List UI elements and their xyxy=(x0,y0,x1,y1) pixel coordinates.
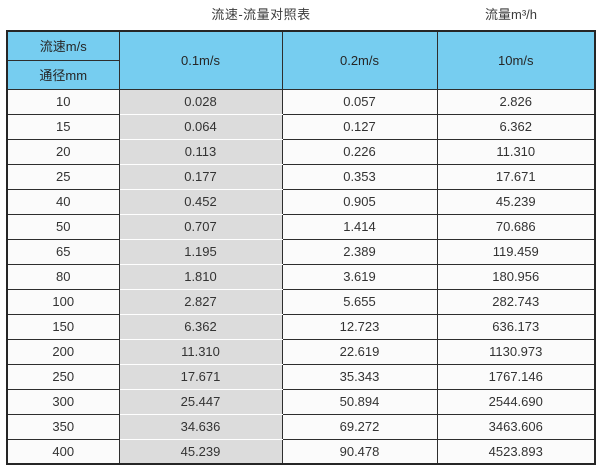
table-row: 65 1.195 2.389 119.459 xyxy=(6,238,596,265)
table-header: 流速m/s 0.1m/s 0.2m/s 10m/s 通径mm xyxy=(6,30,596,90)
table-body: 10 0.028 0.057 2.826 15 0.064 0.127 6.362 20 0.11… xyxy=(6,88,596,465)
value-cell: 0.057 xyxy=(281,88,438,115)
table-row: 10 0.028 0.057 2.826 xyxy=(6,88,596,115)
diameter-cell: 10 xyxy=(6,88,120,115)
value-cell: 0.113 xyxy=(118,138,283,165)
value-cell: 6.362 xyxy=(436,113,596,140)
value-cell: 0.353 xyxy=(281,163,438,190)
value-cell: 1.414 xyxy=(281,213,438,240)
diameter-cell: 20 xyxy=(6,138,120,165)
value-cell: 0.177 xyxy=(118,163,283,190)
value-cell: 0.452 xyxy=(118,188,283,215)
corner-cell-diameter: 通径mm xyxy=(6,59,120,90)
value-cell: 17.671 xyxy=(436,163,596,190)
table-row: 15 0.064 0.127 6.362 xyxy=(6,113,596,140)
value-cell: 11.310 xyxy=(436,138,596,165)
diameter-cell: 50 xyxy=(6,213,120,240)
corner-cell-velocity: 流速m/s xyxy=(6,30,120,61)
table-row: 400 45.239 90.478 4523.893 xyxy=(6,438,596,465)
value-cell: 25.447 xyxy=(118,388,283,415)
value-cell: 0.064 xyxy=(118,113,283,140)
table-row: 300 25.447 50.894 2544.690 xyxy=(6,388,596,415)
diameter-cell: 400 xyxy=(6,438,120,465)
table-row: 25 0.177 0.353 17.671 xyxy=(6,163,596,190)
value-cell: 1.195 xyxy=(118,238,283,265)
table-row: 20 0.113 0.226 11.310 xyxy=(6,138,596,165)
value-cell: 1130.973 xyxy=(436,338,596,365)
value-cell: 180.956 xyxy=(436,263,596,290)
value-cell: 2.826 xyxy=(436,88,596,115)
value-cell: 282.743 xyxy=(436,288,596,315)
value-cell: 6.362 xyxy=(118,313,283,340)
value-cell: 17.671 xyxy=(118,363,283,390)
table-row: 250 17.671 35.343 1767.146 xyxy=(6,363,596,390)
diameter-cell: 250 xyxy=(6,363,120,390)
table-row: 100 2.827 5.655 282.743 xyxy=(6,288,596,315)
value-cell: 35.343 xyxy=(281,363,438,390)
value-cell: 0.905 xyxy=(281,188,438,215)
value-cell: 4523.893 xyxy=(436,438,596,465)
value-cell: 5.655 xyxy=(281,288,438,315)
table-row: 80 1.810 3.619 180.956 xyxy=(6,263,596,290)
table-row: 50 0.707 1.414 70.686 xyxy=(6,213,596,240)
value-cell: 22.619 xyxy=(281,338,438,365)
table-row: 350 34.636 69.272 3463.606 xyxy=(6,413,596,440)
value-cell: 90.478 xyxy=(281,438,438,465)
diameter-cell: 40 xyxy=(6,188,120,215)
page-title: 流速-流量对照表 xyxy=(211,7,311,22)
value-cell: 2.827 xyxy=(118,288,283,315)
value-cell: 50.894 xyxy=(281,388,438,415)
value-cell: 69.272 xyxy=(281,413,438,440)
diameter-cell: 25 xyxy=(6,163,120,190)
table-row: 200 11.310 22.619 1130.973 xyxy=(6,338,596,365)
value-cell: 636.173 xyxy=(436,313,596,340)
value-cell: 0.028 xyxy=(118,88,283,115)
table-row: 40 0.452 0.905 45.239 xyxy=(6,188,596,215)
value-cell: 0.127 xyxy=(281,113,438,140)
diameter-cell: 15 xyxy=(6,113,120,140)
value-cell: 2.389 xyxy=(281,238,438,265)
value-cell: 45.239 xyxy=(118,438,283,465)
value-cell: 1767.146 xyxy=(436,363,596,390)
value-cell: 34.636 xyxy=(118,413,283,440)
value-cell: 11.310 xyxy=(118,338,283,365)
diameter-cell: 100 xyxy=(6,288,120,315)
value-cell: 119.459 xyxy=(436,238,596,265)
column-header-10ms: 10m/s xyxy=(436,30,596,90)
diameter-cell: 300 xyxy=(6,388,120,415)
value-cell: 1.810 xyxy=(118,263,283,290)
value-cell: 12.723 xyxy=(281,313,438,340)
diameter-cell: 150 xyxy=(6,313,120,340)
diameter-cell: 350 xyxy=(6,413,120,440)
column-header-0-2ms: 0.2m/s xyxy=(281,30,438,90)
flow-unit-label: 流量m³/h xyxy=(485,7,538,22)
value-cell: 45.239 xyxy=(436,188,596,215)
diameter-cell: 200 xyxy=(6,338,120,365)
value-cell: 3463.606 xyxy=(436,413,596,440)
value-cell: 2544.690 xyxy=(436,388,596,415)
column-header-0-1ms: 0.1m/s xyxy=(118,30,283,90)
diameter-cell: 80 xyxy=(6,263,120,290)
diameter-cell: 65 xyxy=(6,238,120,265)
flow-rate-table: 流速m/s 0.1m/s 0.2m/s 10m/s 通径mm 10 0.028 0.… xyxy=(6,30,596,465)
value-cell: 3.619 xyxy=(281,263,438,290)
value-cell: 70.686 xyxy=(436,213,596,240)
table-row: 150 6.362 12.723 636.173 xyxy=(6,313,596,340)
value-cell: 0.707 xyxy=(118,213,283,240)
value-cell: 0.226 xyxy=(281,138,438,165)
